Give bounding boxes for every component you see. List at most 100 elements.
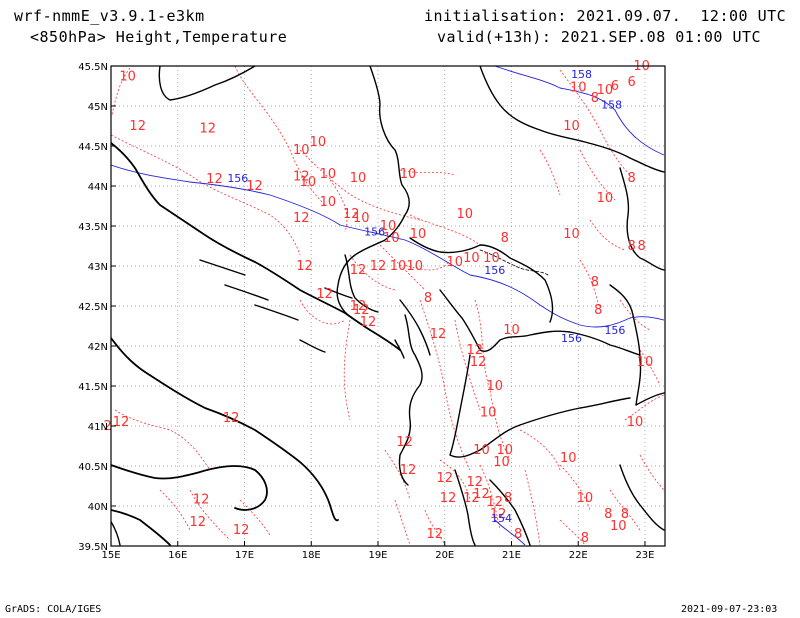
lon-tick-label: 16E bbox=[168, 550, 187, 561]
lat-tick-label: 44.5N bbox=[78, 142, 108, 153]
temperature-label: 8 bbox=[591, 91, 599, 106]
temperature-label: 10 bbox=[503, 323, 520, 338]
temperature-label: 10 bbox=[480, 405, 497, 420]
temperature-label: 12 bbox=[343, 207, 360, 222]
lon-tick-label: 19E bbox=[368, 550, 387, 561]
height-label: 158 bbox=[601, 98, 622, 111]
temperature-label: 12 bbox=[206, 172, 223, 187]
lat-tick-label: 44N bbox=[88, 182, 108, 193]
temperature-label: 12 bbox=[426, 527, 443, 542]
height-label: 156 bbox=[484, 264, 505, 277]
temperature-label: 12 bbox=[396, 435, 413, 450]
height-label: 158 bbox=[571, 68, 592, 81]
valid-time: valid(+13h): 2021.SEP.08 01:00 UTC bbox=[437, 28, 762, 46]
temperature-contours bbox=[111, 66, 665, 546]
temperature-label: 12 bbox=[490, 507, 507, 522]
temperature-label: 10 bbox=[300, 175, 317, 190]
lat-tick-label: 41N bbox=[88, 422, 108, 433]
temperature-label: 12 bbox=[473, 487, 490, 502]
lat-tick-label: 42N bbox=[88, 342, 108, 353]
temperature-label: 10 bbox=[293, 143, 310, 158]
temperature-label: 12 bbox=[353, 303, 370, 318]
temperature-label: 10 bbox=[563, 119, 580, 134]
temperature-label: 8 bbox=[594, 303, 602, 318]
temperature-label: 10 bbox=[563, 227, 580, 242]
temperature-label: 12 bbox=[316, 287, 333, 302]
lat-tick-label: 43.5N bbox=[78, 222, 108, 233]
temperature-label: 10 bbox=[320, 167, 337, 182]
temperature-label: 8 bbox=[514, 527, 522, 542]
lat-tick-label: 45.5N bbox=[78, 62, 108, 73]
lon-tick-label: 22E bbox=[569, 550, 588, 561]
height-contours bbox=[111, 66, 665, 546]
temperature-label: 12 bbox=[360, 315, 377, 330]
temperature-label: 10 bbox=[320, 195, 337, 210]
height-label: 156 bbox=[561, 332, 582, 345]
temperature-label: 12 bbox=[400, 463, 417, 478]
temperature-label: 12 bbox=[189, 515, 206, 530]
temperature-label: 8 bbox=[621, 507, 629, 522]
temperature-label: 2 bbox=[104, 419, 112, 434]
temperature-label: 10 bbox=[350, 171, 367, 186]
temperature-label: 10 bbox=[456, 207, 473, 222]
temperature-label: 10 bbox=[383, 231, 400, 246]
temperature-label: 10 bbox=[483, 251, 500, 266]
temperature-label: 10 bbox=[610, 519, 627, 534]
temperature-label: 10 bbox=[380, 219, 397, 234]
temperature-label: 6 bbox=[611, 79, 619, 94]
timestamp-text: 2021-09-07-23:03 bbox=[681, 604, 778, 615]
height-label: 156 bbox=[364, 226, 385, 239]
temperature-label: 10 bbox=[487, 379, 504, 394]
coastlines-borders bbox=[111, 66, 665, 546]
temperature-label: 12 bbox=[370, 259, 387, 274]
lat-tick-label: 42.5N bbox=[78, 302, 108, 313]
temperature-label: 8 bbox=[627, 171, 635, 186]
temperature-label: 10 bbox=[410, 227, 427, 242]
temperature-label: 10 bbox=[353, 211, 370, 226]
temperature-label: 8 bbox=[504, 491, 512, 506]
lon-tick-label: 23E bbox=[635, 550, 654, 561]
temperature-label: 12 bbox=[296, 259, 313, 274]
credit-text: GrADS: COLA/IGES bbox=[5, 604, 102, 615]
temperature-label: 8 bbox=[627, 239, 635, 254]
lat-tick-label: 43N bbox=[88, 262, 108, 273]
lat-tick-label: 40N bbox=[88, 502, 108, 513]
temperature-label: 6 bbox=[627, 75, 635, 90]
lon-tick-label: 21E bbox=[502, 550, 521, 561]
temperature-label: 12 bbox=[293, 211, 310, 226]
height-label: 156 bbox=[227, 172, 248, 185]
temperature-label: 12 bbox=[436, 471, 453, 486]
model-name: wrf-nmmE_v3.9.1-e3km bbox=[14, 7, 205, 25]
height-label: 154 bbox=[491, 512, 512, 525]
temperature-label: 12 bbox=[193, 493, 210, 508]
temperature-label: 12 bbox=[246, 179, 263, 194]
temperature-label: 10 bbox=[597, 191, 614, 206]
temperature-label: 12 bbox=[470, 355, 487, 370]
lat-tick-label: 39.5N bbox=[78, 542, 108, 553]
lon-tick-label: 20E bbox=[435, 550, 454, 561]
lon-tick-label: 17E bbox=[235, 550, 254, 561]
temperature-label: 10 bbox=[463, 251, 480, 266]
temperature-label: 10 bbox=[473, 443, 490, 458]
temperature-label: 12 bbox=[233, 523, 250, 538]
temperature-label: 10 bbox=[560, 451, 577, 466]
temperature-label: 10 bbox=[310, 135, 327, 150]
temperature-label: 8 bbox=[604, 507, 612, 522]
temperature-label: 12 bbox=[466, 343, 483, 358]
temperature-label: 12 bbox=[293, 169, 310, 184]
temperature-label: 10 bbox=[597, 83, 614, 98]
temperature-label: 10 bbox=[446, 255, 463, 270]
temperature-label: 8 bbox=[501, 231, 509, 246]
product-description: <850hPa> Height,Temperature bbox=[30, 28, 288, 46]
temperature-label: 8 bbox=[424, 291, 432, 306]
temperature-label: 10 bbox=[119, 69, 136, 84]
height-labels: 156 156 156 156 156 158 158 154 bbox=[227, 68, 625, 525]
temperature-label: 12 bbox=[223, 411, 240, 426]
temperature-label: 12 bbox=[487, 495, 504, 510]
lon-tick-label: 15E bbox=[101, 550, 120, 561]
temperature-label: 12 bbox=[350, 299, 367, 314]
temperature-label: 10 bbox=[390, 259, 407, 274]
temperature-label: 10 bbox=[406, 259, 423, 274]
